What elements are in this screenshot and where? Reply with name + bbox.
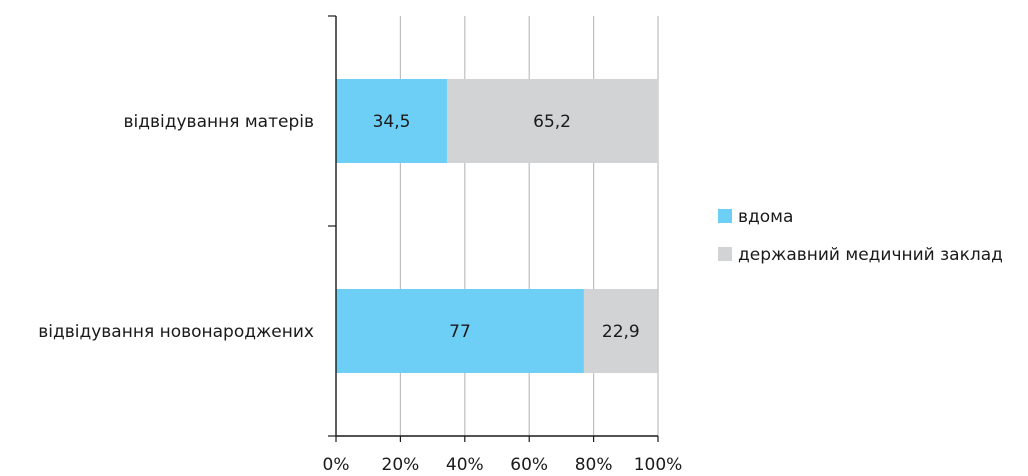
bar-segment (336, 79, 448, 163)
legend-swatch (718, 247, 732, 261)
category-label: відвідування новонароджених (38, 322, 314, 342)
bar-segment (583, 289, 658, 373)
data-label: 65,2 (533, 112, 571, 132)
x-tick-label: 80% (575, 455, 613, 475)
legend-label: державний медичний заклад (738, 245, 1003, 265)
data-label: 34,5 (373, 112, 411, 132)
labels: 0% 20% 40% 60% 80% 100% 34,5 65,2 відвідування м… (38, 112, 682, 475)
x-tick-label: 60% (510, 455, 548, 475)
legend-swatch (718, 209, 732, 223)
legend-label: вдома (738, 207, 793, 227)
data-label: 22,9 (602, 322, 640, 342)
data-label: 77 (449, 322, 471, 342)
bar-segment (447, 79, 658, 163)
x-tick-label: 40% (446, 455, 484, 475)
legend: вдома державний медичний заклад (718, 207, 1003, 265)
category-label: відвідування матерів (124, 112, 315, 132)
x-tick-label: 100% (634, 455, 683, 475)
axes (328, 15, 659, 442)
x-tick-label: 0% (323, 455, 350, 475)
bar-segment (336, 289, 584, 373)
bars (336, 79, 658, 373)
x-tick-label: 20% (382, 455, 420, 475)
